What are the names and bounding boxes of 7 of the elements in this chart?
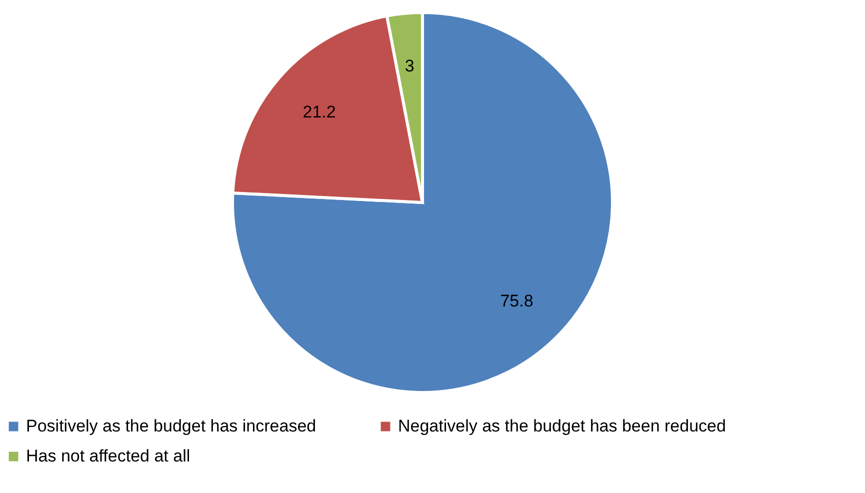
data-label: 21.2 xyxy=(302,102,336,122)
legend-label: Has not affected at all xyxy=(26,446,190,466)
legend-label: Positively as the budget has increased xyxy=(26,416,316,436)
data-label: 3 xyxy=(404,56,414,76)
legend-label: Negatively as the budget has been reduced xyxy=(398,416,726,436)
data-label: 75.8 xyxy=(500,292,534,311)
pie-slice xyxy=(231,11,614,394)
